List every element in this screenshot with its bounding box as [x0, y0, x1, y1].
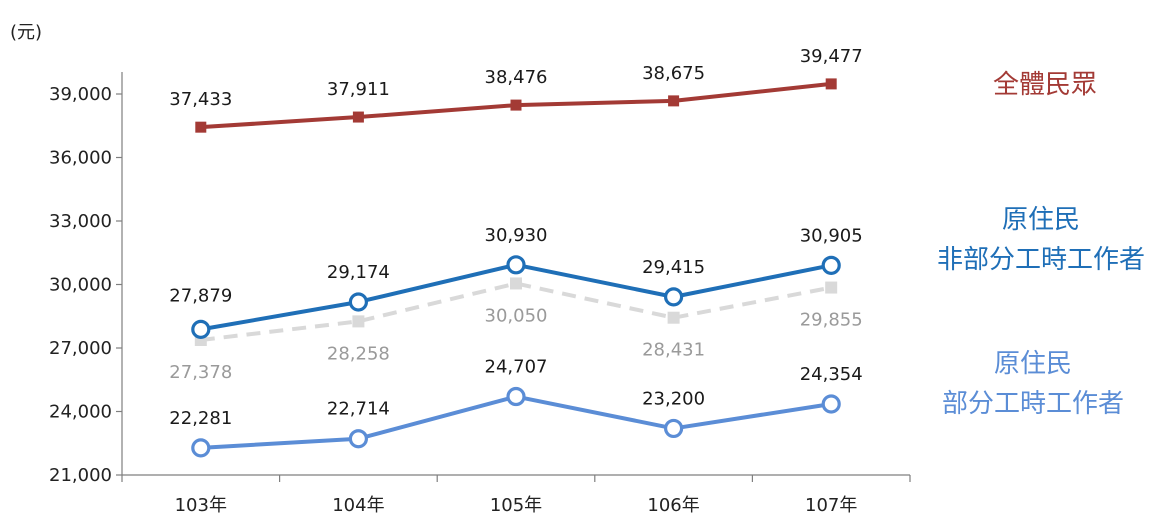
- data-label-part: 22,281: [169, 408, 232, 429]
- y-tick-label: 27,000: [49, 338, 112, 359]
- data-point-all: [510, 99, 522, 111]
- data-point-nonpart: [348, 292, 368, 312]
- data-point-part: [348, 429, 368, 449]
- data-point-nonpart: [663, 287, 684, 307]
- data-label-all: 39,477: [800, 46, 863, 67]
- data-point-nonpart: [506, 255, 526, 275]
- series-all: 37,433 37,911 38,476 38,675 39,477: [169, 46, 863, 133]
- legend-label-part: 原住民: [994, 349, 1072, 379]
- x-tick-label: 104年: [332, 495, 384, 516]
- data-label-all: 38,476: [485, 67, 548, 88]
- y-tick-label: 24,000: [49, 402, 112, 423]
- data-label-gray: 28,258: [327, 343, 390, 364]
- legend-label-all: 全體民眾: [993, 70, 1097, 100]
- series-line-gray: [200, 281, 832, 342]
- data-point-gray: [825, 281, 838, 294]
- data-label-nonpart: 29,415: [642, 257, 705, 278]
- x-tick-label: 107年: [805, 495, 857, 516]
- data-label-gray: 28,431: [642, 340, 705, 361]
- data-label-gray: 27,378: [169, 362, 232, 383]
- data-label-part: 23,200: [642, 388, 705, 409]
- y-tick-label: 36,000: [49, 148, 112, 169]
- y-tick-label: 30,000: [49, 275, 112, 296]
- data-label-gray: 29,855: [800, 310, 863, 331]
- data-label-nonpart: 27,879: [169, 285, 232, 306]
- series-group: 27,378 28,258 30,050 28,431 29,855 37,433 37,9…: [169, 46, 863, 458]
- series-gray: 27,378 28,258 30,050 28,431 29,855: [169, 277, 863, 383]
- data-point-all: [352, 111, 364, 123]
- data-point-gray: [352, 315, 365, 328]
- legend-label-part: 部分工時工作者: [942, 389, 1124, 419]
- data-label-nonpart: 30,930: [485, 225, 548, 246]
- data-label-all: 37,433: [169, 89, 232, 110]
- legend-label-nonpart: 非部分工時工作者: [937, 245, 1145, 275]
- x-tick-label: 105年: [490, 495, 542, 516]
- data-point-part: [506, 386, 526, 407]
- y-tick-label: 21,000: [49, 465, 112, 486]
- series-nonpart: 27,879 29,174 30,930 29,415 30,905: [169, 225, 863, 339]
- x-tick-label: 103年: [175, 495, 227, 516]
- data-point-all: [825, 78, 837, 90]
- data-point-part: [821, 394, 841, 414]
- data-label-all: 37,911: [327, 79, 390, 100]
- data-point-gray: [510, 277, 522, 290]
- data-label-nonpart: 29,174: [327, 262, 390, 283]
- unit-label: (元): [10, 22, 42, 43]
- data-point-nonpart: [821, 255, 841, 275]
- data-label-part: 24,354: [800, 364, 863, 385]
- data-label-all: 38,675: [642, 63, 705, 84]
- x-tick-label: 106年: [647, 495, 699, 516]
- data-label-gray: 30,050: [485, 305, 548, 326]
- data-point-nonpart: [191, 319, 211, 339]
- data-label-part: 24,707: [485, 357, 548, 378]
- data-label-nonpart: 30,905: [800, 225, 863, 246]
- y-tick-label: 33,000: [49, 211, 112, 232]
- axes: 21,000 24,000 27,000 30,000 33,000 36,000 39,0…: [49, 72, 911, 516]
- series-part: 22,281 22,714 24,707 23,200 24,354: [169, 357, 863, 458]
- data-point-part: [191, 438, 211, 458]
- data-label-part: 22,714: [327, 399, 390, 420]
- legend-label-nonpart: 原住民: [1002, 205, 1080, 235]
- data-point-gray: [667, 311, 680, 324]
- data-point-all: [668, 95, 680, 107]
- data-point-part: [663, 418, 684, 439]
- y-tick-label: 39,000: [49, 84, 112, 105]
- data-point-all: [195, 121, 207, 133]
